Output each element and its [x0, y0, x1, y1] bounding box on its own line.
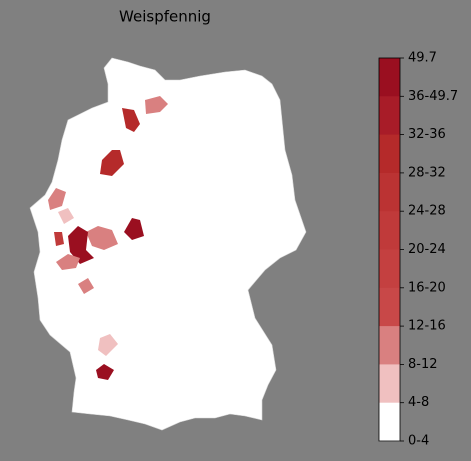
colorbar-label: 49.7 — [408, 51, 437, 66]
region — [124, 218, 144, 240]
colorbar-band — [379, 211, 400, 250]
colorbar-band — [379, 402, 400, 442]
region — [122, 108, 140, 132]
colorbar-label: 4-8 — [408, 395, 429, 410]
colorbar-band — [379, 364, 400, 404]
colorbar-label: 12-16 — [408, 319, 446, 334]
region — [56, 254, 80, 270]
region — [78, 278, 94, 294]
colorbar-band — [379, 172, 400, 212]
colorbar-band — [379, 96, 400, 136]
colorbar-band — [379, 134, 400, 174]
colorbar-label: 8-12 — [408, 357, 438, 372]
colorbar-label: 20-24 — [408, 242, 446, 257]
region — [58, 208, 74, 224]
germany-map — [29, 57, 307, 431]
map-title: Weispfennig — [119, 8, 211, 26]
colorbar-label: 24-28 — [408, 204, 446, 219]
region — [100, 150, 124, 176]
colorbar-label: 28-32 — [408, 165, 446, 180]
colorbar-label: 36-49.7 — [408, 89, 458, 104]
region — [86, 226, 118, 250]
country-outline — [29, 57, 307, 431]
region — [96, 364, 114, 380]
colorbar-band — [379, 326, 400, 365]
region — [48, 188, 66, 210]
region — [54, 232, 64, 246]
region — [98, 334, 118, 356]
colorbar-band — [379, 58, 400, 97]
colorbar: 49.7 36-49.7 32-36 28-32 24-28 20-24 16-20 12-1… — [378, 51, 458, 449]
colorbar-label: 16-20 — [408, 280, 446, 295]
colorbar-band — [379, 287, 400, 327]
region — [68, 226, 94, 264]
region — [145, 96, 168, 114]
colorbar-label: 32-36 — [408, 127, 446, 142]
colorbar-band — [379, 249, 400, 289]
colorbar-label: 0-4 — [408, 434, 429, 449]
